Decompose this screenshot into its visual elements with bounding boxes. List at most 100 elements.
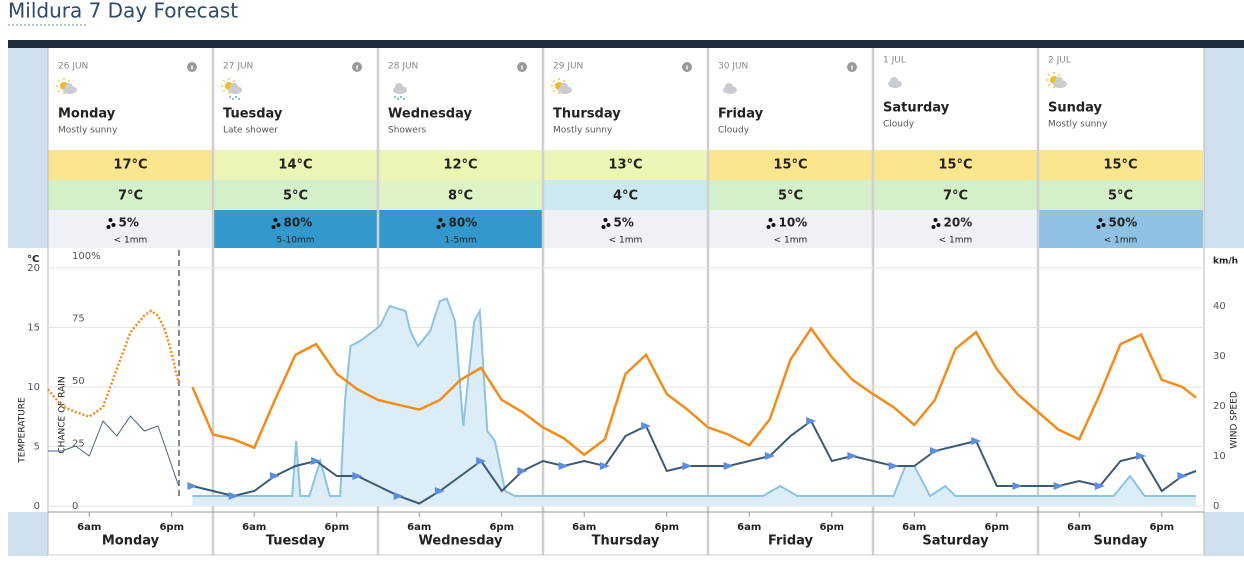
- rain-drop-icon: [394, 96, 396, 98]
- day-date: 30 JUN: [718, 62, 748, 72]
- day-name: Sunday: [1048, 101, 1103, 116]
- day-summary: Showers: [388, 126, 427, 136]
- rain-drop-icon: [235, 96, 237, 98]
- sun-ray: [552, 89, 556, 93]
- rain-cell: [48, 210, 213, 248]
- rain-drop-icon: [441, 223, 446, 227]
- sun-ray: [67, 79, 71, 83]
- rain-drop-icon: [271, 225, 276, 229]
- rain-drop-icon: [397, 98, 399, 100]
- wind-arrow: [929, 447, 940, 455]
- wind-arrow: [476, 457, 487, 465]
- wind-arrow: [517, 467, 528, 475]
- rain-drop-icon: [1096, 225, 1101, 229]
- rain-amount: < 1mm: [609, 236, 643, 246]
- min-temp: 5°C: [778, 189, 803, 204]
- x-tick-label: 6am: [1067, 522, 1091, 533]
- min-temp-cell: [1038, 180, 1203, 210]
- max-temp: 13°C: [608, 158, 642, 173]
- bottom-day-name: Tuesday: [266, 534, 326, 549]
- rain-cell: [873, 210, 1038, 248]
- wind-arrow: [1094, 482, 1105, 490]
- rain-drop-icon: [1098, 218, 1103, 222]
- min-temp-cell: [543, 180, 708, 210]
- rain-drop-icon: [438, 218, 443, 222]
- min-temp: 5°C: [1108, 189, 1133, 204]
- day-header: [48, 48, 213, 150]
- sun-ray: [1057, 73, 1061, 77]
- rain-drop-icon: [229, 96, 231, 98]
- rain-drop-icon: [273, 218, 278, 222]
- max-temp: 12°C: [443, 158, 477, 173]
- min-temp: 5°C: [283, 189, 308, 204]
- max-temp-cell: [543, 150, 708, 180]
- sun-ray: [232, 79, 236, 83]
- rain-amount: 5-10mm: [277, 236, 315, 246]
- rain-chance-line: [192, 297, 1197, 498]
- rain-cell: [213, 210, 378, 248]
- rain-drop-icon: [933, 218, 938, 222]
- sun-ray: [57, 89, 61, 93]
- wind-arrow: [723, 462, 734, 470]
- y-tick-label: 0: [1213, 501, 1219, 512]
- day-header: [378, 48, 543, 150]
- cloud-icon: [395, 83, 403, 91]
- rain-drop-icon: [436, 225, 441, 229]
- day-summary: Mostly sunny: [58, 126, 118, 136]
- x-tick-label: 6am: [572, 522, 596, 533]
- wind-arrow: [1053, 482, 1064, 490]
- wind-arrow: [269, 472, 280, 480]
- info-icon-bar: [521, 65, 523, 70]
- day-date: 29 JUN: [553, 62, 583, 72]
- rain-cell: [378, 210, 543, 248]
- rain-drop-icon: [403, 98, 405, 100]
- day-summary: Mostly sunny: [1048, 120, 1108, 130]
- rain-chance: 80%: [284, 216, 313, 230]
- wind-arrow: [971, 437, 982, 445]
- left-sidebar-bottom: [8, 512, 48, 556]
- x-tick-label: 6pm: [654, 522, 679, 533]
- y-tick-label: 40: [1213, 301, 1226, 312]
- cloud-icon: [725, 83, 733, 91]
- rain-drop-icon: [238, 98, 240, 100]
- rain-drop-icon: [276, 223, 281, 227]
- y-tick-label: 20: [27, 263, 40, 274]
- x-tick-label: 6am: [737, 522, 761, 533]
- rain-axis-title: CHANCE OF RAIN: [58, 376, 68, 453]
- x-tick-label: 6am: [77, 522, 101, 533]
- y-tick-label: 50: [72, 376, 85, 387]
- max-temp: 14°C: [278, 158, 312, 173]
- max-temp-cell: [873, 150, 1038, 180]
- wind-arrow: [393, 492, 404, 500]
- right-sidebar: [1204, 48, 1244, 248]
- x-tick-label: 6am: [407, 522, 431, 533]
- max-temp: 15°C: [773, 158, 807, 173]
- wind-arrow: [847, 452, 858, 460]
- top-bar: [8, 40, 1244, 48]
- wind-unit: km/h: [1213, 257, 1238, 267]
- max-temp: 17°C: [113, 158, 147, 173]
- day-header: [543, 48, 708, 150]
- y-tick-label: 75: [72, 314, 85, 325]
- y-tick-label: 25: [72, 439, 85, 450]
- rain-drop-icon: [108, 218, 113, 222]
- wind-arrow: [558, 462, 569, 470]
- rain-drop-icon: [603, 218, 608, 222]
- rain-drop-icon: [232, 98, 234, 100]
- rain-drop-icon: [771, 223, 776, 227]
- cloud-icon: [560, 83, 568, 91]
- x-tick-label: 6am: [242, 522, 266, 533]
- cloud-icon: [230, 83, 238, 91]
- wind-arrow: [1136, 452, 1147, 460]
- left-sidebar: [8, 48, 48, 248]
- x-tick-label: 6pm: [819, 522, 844, 533]
- rain-chance: 50%: [1109, 216, 1138, 230]
- wind-arrow: [888, 462, 899, 470]
- bottom-day-name: Sunday: [1093, 534, 1148, 549]
- day-summary: Cloudy: [718, 126, 750, 136]
- min-temp-cell: [213, 180, 378, 210]
- cloud-icon: [1055, 77, 1063, 85]
- day-name: Tuesday: [223, 107, 283, 122]
- bottom-day-name: Wednesday: [419, 534, 503, 549]
